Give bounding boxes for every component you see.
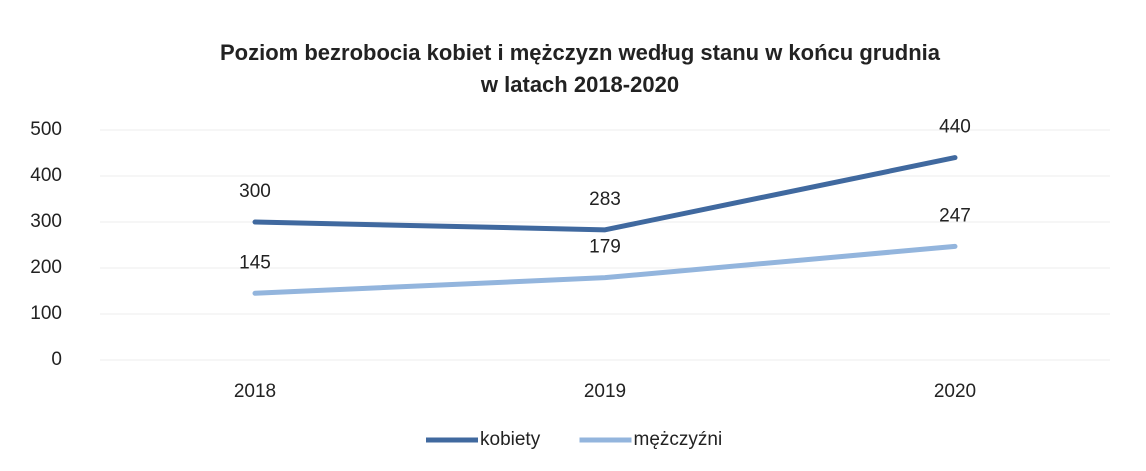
x-tick-label: 2020 (934, 381, 976, 402)
y-tick-label: 200 (30, 257, 62, 278)
data-label: 283 (589, 189, 621, 210)
legend-label: kobiety (480, 429, 541, 450)
data-label: 145 (239, 252, 271, 273)
data-label: 179 (589, 237, 621, 258)
chart-title: Poziom bezrobocia kobiet i mężczyzn wedł… (220, 40, 941, 65)
y-tick-label: 400 (30, 165, 62, 186)
data-label: 247 (939, 205, 971, 226)
legend-label: mężczyźni (634, 429, 723, 450)
data-label: 300 (239, 181, 271, 202)
chart-title: w latach 2018-2020 (480, 72, 679, 97)
y-tick-label: 500 (30, 119, 62, 140)
y-tick-label: 300 (30, 211, 62, 232)
x-tick-label: 2019 (584, 381, 626, 402)
y-tick-label: 0 (51, 349, 62, 370)
line (252, 155, 958, 233)
y-tick-label: 100 (30, 303, 62, 324)
data-label: 440 (939, 117, 971, 138)
x-tick-label: 2018 (234, 381, 276, 402)
line (252, 243, 958, 296)
